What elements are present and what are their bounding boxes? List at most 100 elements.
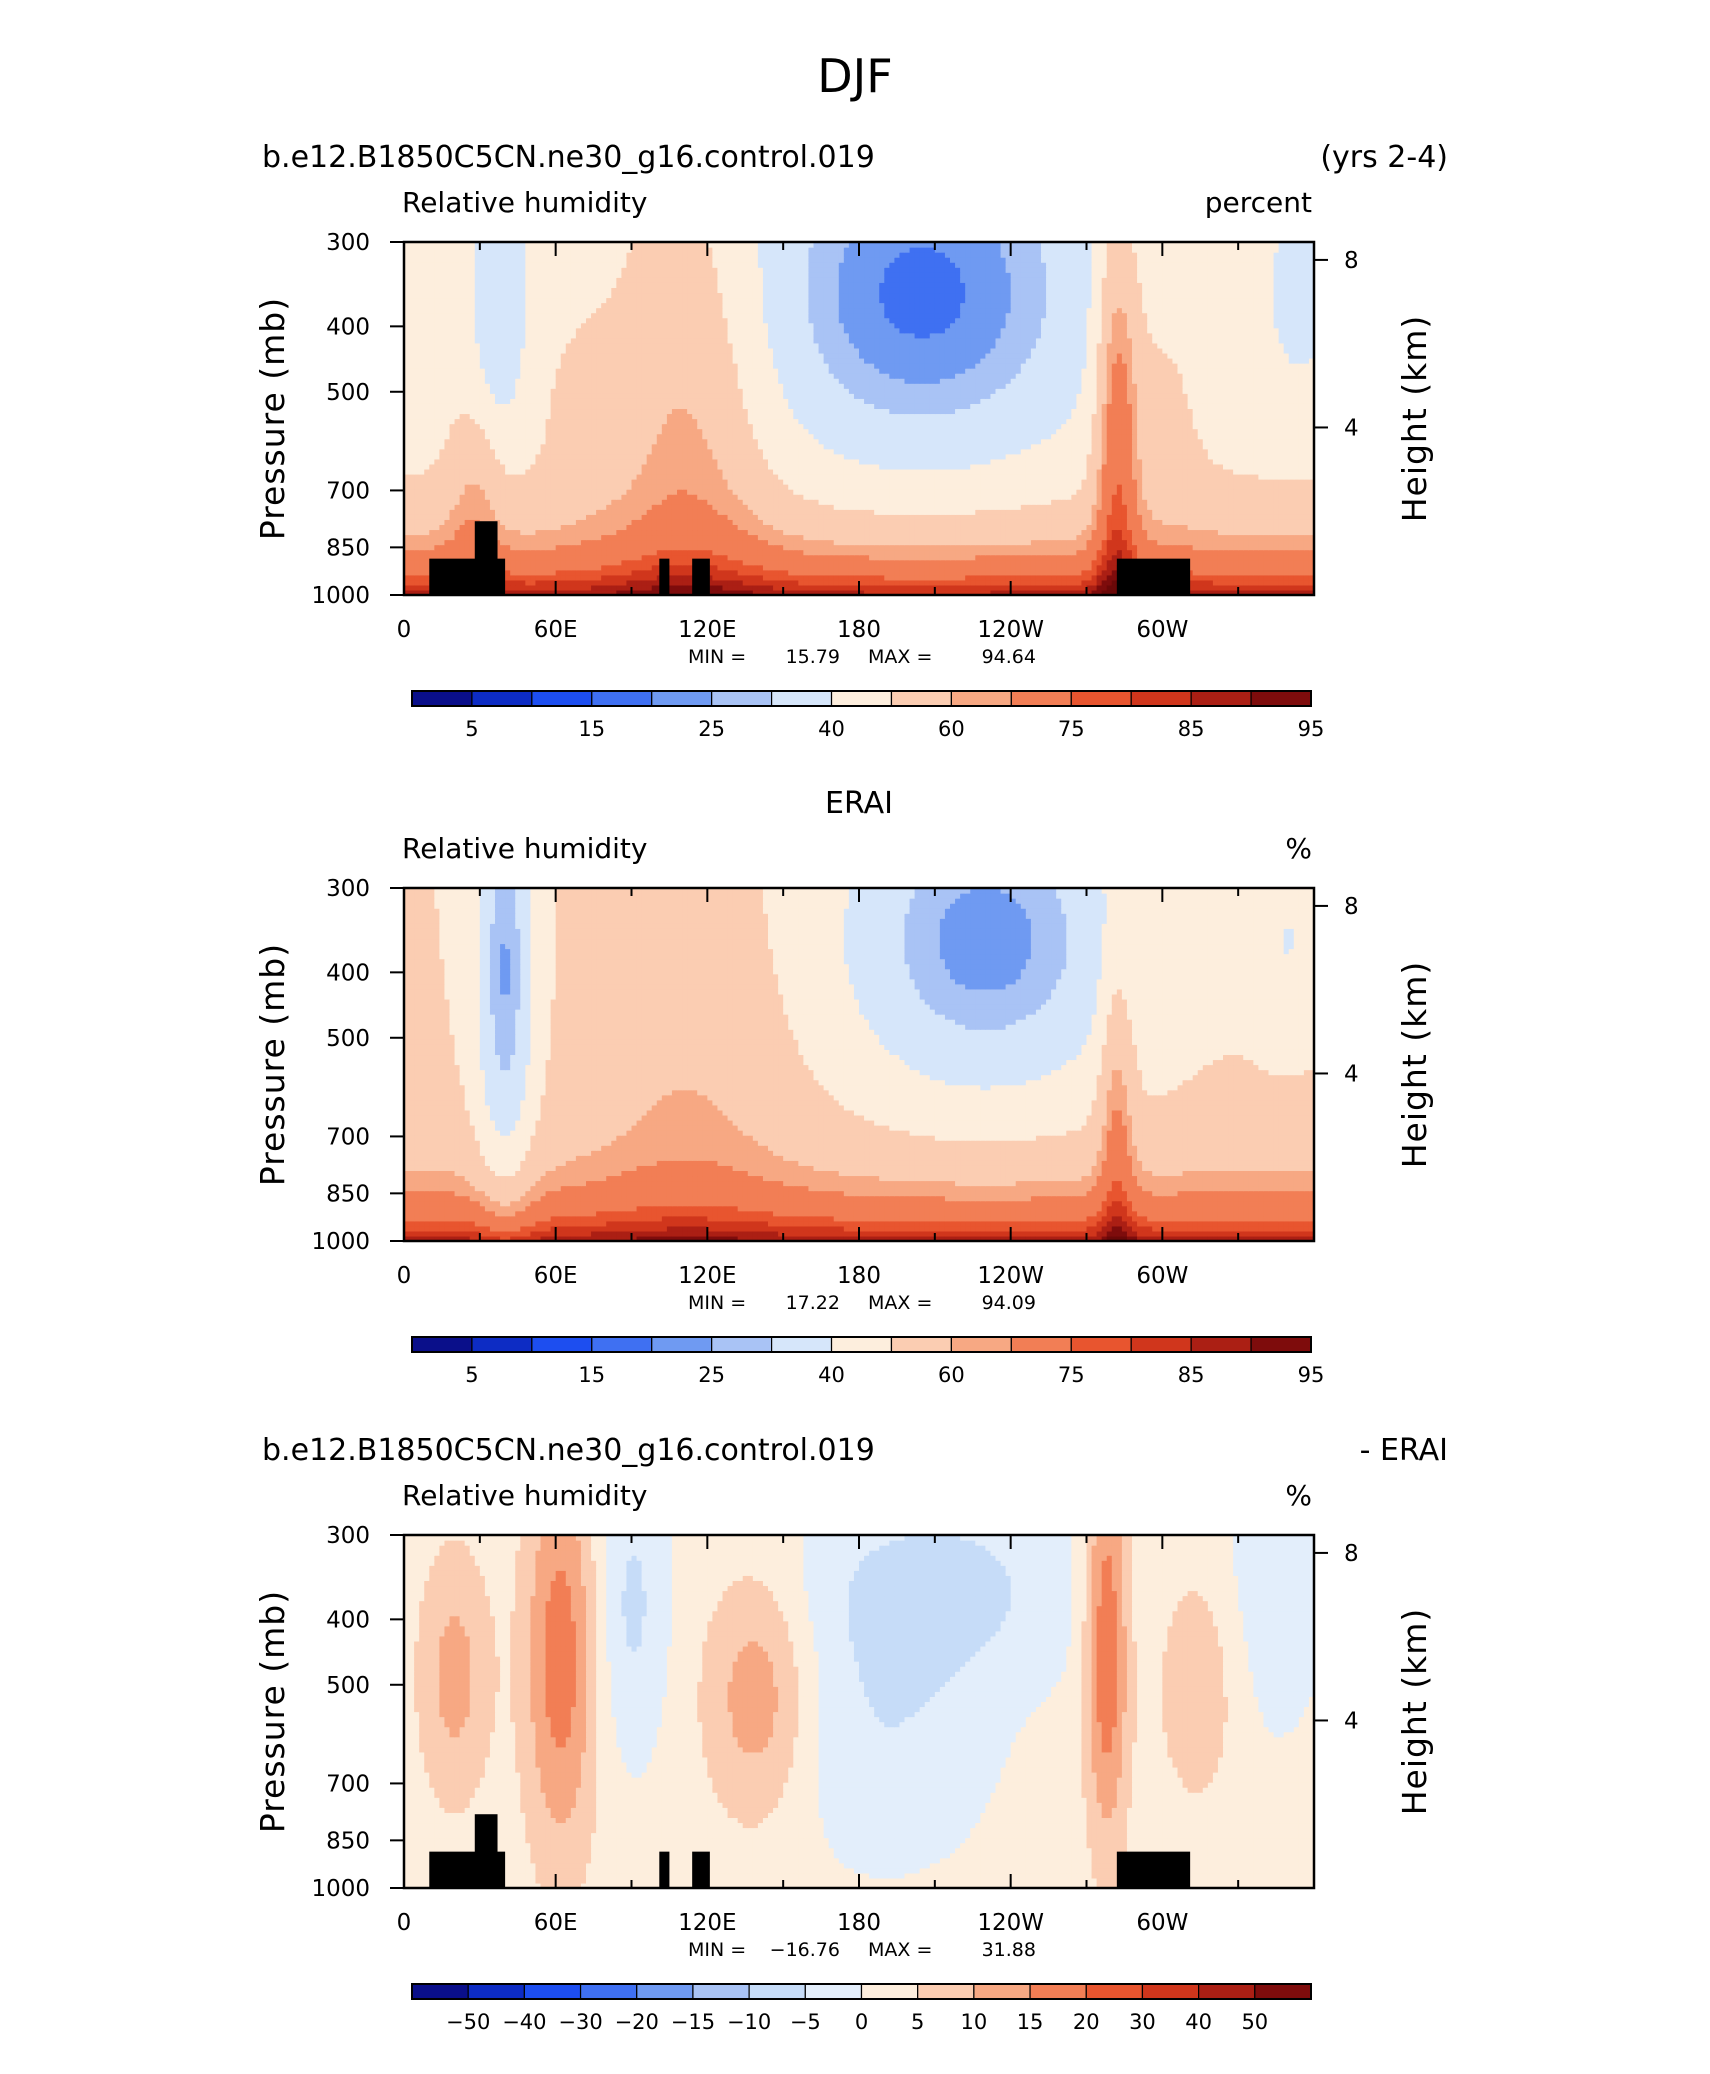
heatmap-cell [1294,560,1300,566]
heatmap-cell [965,519,971,525]
heatmap-cell [515,519,521,525]
heatmap-cell [1051,519,1057,525]
heatmap-cell [490,499,496,505]
heatmap-cell [869,555,875,561]
heatmap-cell [1157,534,1163,540]
heatmap-cell [1228,565,1234,571]
heatmap-cell [470,524,476,530]
heatmap-cell [980,509,986,515]
heatmap-cell [520,464,526,470]
heatmap-cell [455,524,461,530]
heatmap-cell [586,504,592,510]
heatmap-cell [450,529,456,535]
heatmap-cell [1248,585,1254,591]
heatmap-cell [905,504,911,510]
heatmap-cell [1147,514,1153,520]
heatmap-cell [970,555,976,561]
heatmap-cell [1198,519,1204,525]
heatmap-cell [738,479,744,485]
heatmap-cell [1294,580,1300,586]
heatmap-cell [1097,560,1103,566]
heatmap-cell [1132,550,1138,556]
heatmap-cell [667,509,673,515]
heatmap-cell [1061,499,1067,505]
heatmap-cell [1041,570,1047,576]
heatmap-cell [1162,514,1168,520]
heatmap-cell [975,499,981,505]
heatmap-cell [899,514,905,520]
heatmap-cell [803,534,809,540]
heatmap-cell [652,565,658,571]
heatmap-cell [1081,514,1087,520]
heatmap-cell [1228,484,1234,490]
heatmap-cell [642,459,648,465]
heatmap-cell [692,514,698,520]
heatmap-cell [839,565,845,571]
heatmap-cell [1289,575,1295,581]
heatmap-cell [611,464,617,470]
heatmap-cell [505,494,511,500]
heatmap-cell [576,454,582,460]
heatmap-cell [773,489,779,495]
heatmap-cell [985,575,991,581]
heatmap-cell [571,514,577,520]
heatmap-cell [788,550,794,556]
heatmap-cell [738,580,744,586]
heatmap-cell [571,585,577,591]
heatmap-cell [1036,550,1042,556]
heatmap-cell [717,534,723,540]
heatmap-cell [1021,580,1027,586]
heatmap-cell [1056,550,1062,556]
heatmap-cell [434,479,440,485]
heatmap-cell [996,484,1002,490]
heatmap-cell [697,469,703,475]
heatmap-cell [677,580,683,586]
heatmap-cell [601,534,607,540]
heatmap-cell [414,565,420,571]
heatmap-cell [632,509,638,515]
heatmap-cell [773,499,779,505]
heatmap-cell [541,555,547,561]
heatmap-cell [783,555,789,561]
heatmap-cell [763,464,769,470]
heatmap-cell [1279,479,1285,485]
heatmap-cell [561,570,567,576]
heatmap-cell [829,545,835,551]
heatmap-cell [510,534,516,540]
heatmap-cell [444,489,450,495]
heatmap-cell [460,514,466,520]
heatmap-cell [591,504,597,510]
heatmap-cell [642,484,648,490]
heatmap-cell [783,534,789,540]
heatmap-cell [576,519,582,525]
heatmap-cell [1142,504,1148,510]
heatmap-cell [1263,504,1269,510]
heatmap-cell [990,575,996,581]
heatmap-cell [955,540,961,546]
chart-panel-1: b.e12.B1850C5CN.ne30_g16.control.019 (yrs… [253,140,1448,741]
heatmap-cell [773,459,779,465]
heatmap-cell [905,529,911,535]
heatmap-cell [616,504,622,510]
heatmap-cell [910,550,916,556]
heatmap-cell [460,519,466,525]
heatmap-cell [1203,575,1209,581]
heatmap-cell [1193,550,1199,556]
heatmap-cell [733,469,739,475]
heatmap-cell [530,514,536,520]
heatmap-cell [692,474,698,480]
heatmap-cell [1046,550,1052,556]
heatmap-cell [541,509,547,515]
heatmap-cell [667,534,673,540]
heatmap-cell [429,534,435,540]
heatmap-cell [859,484,865,490]
heatmap-cell [586,519,592,525]
heatmap-cell [455,459,461,465]
heatmap-cell [889,519,895,525]
heatmap-cell [1097,489,1103,495]
heatmap-cell [849,494,855,500]
heatmap-cell [1036,540,1042,546]
heatmap-cell [930,565,936,571]
heatmap-cell [819,575,825,581]
heatmap-cell [566,454,572,460]
